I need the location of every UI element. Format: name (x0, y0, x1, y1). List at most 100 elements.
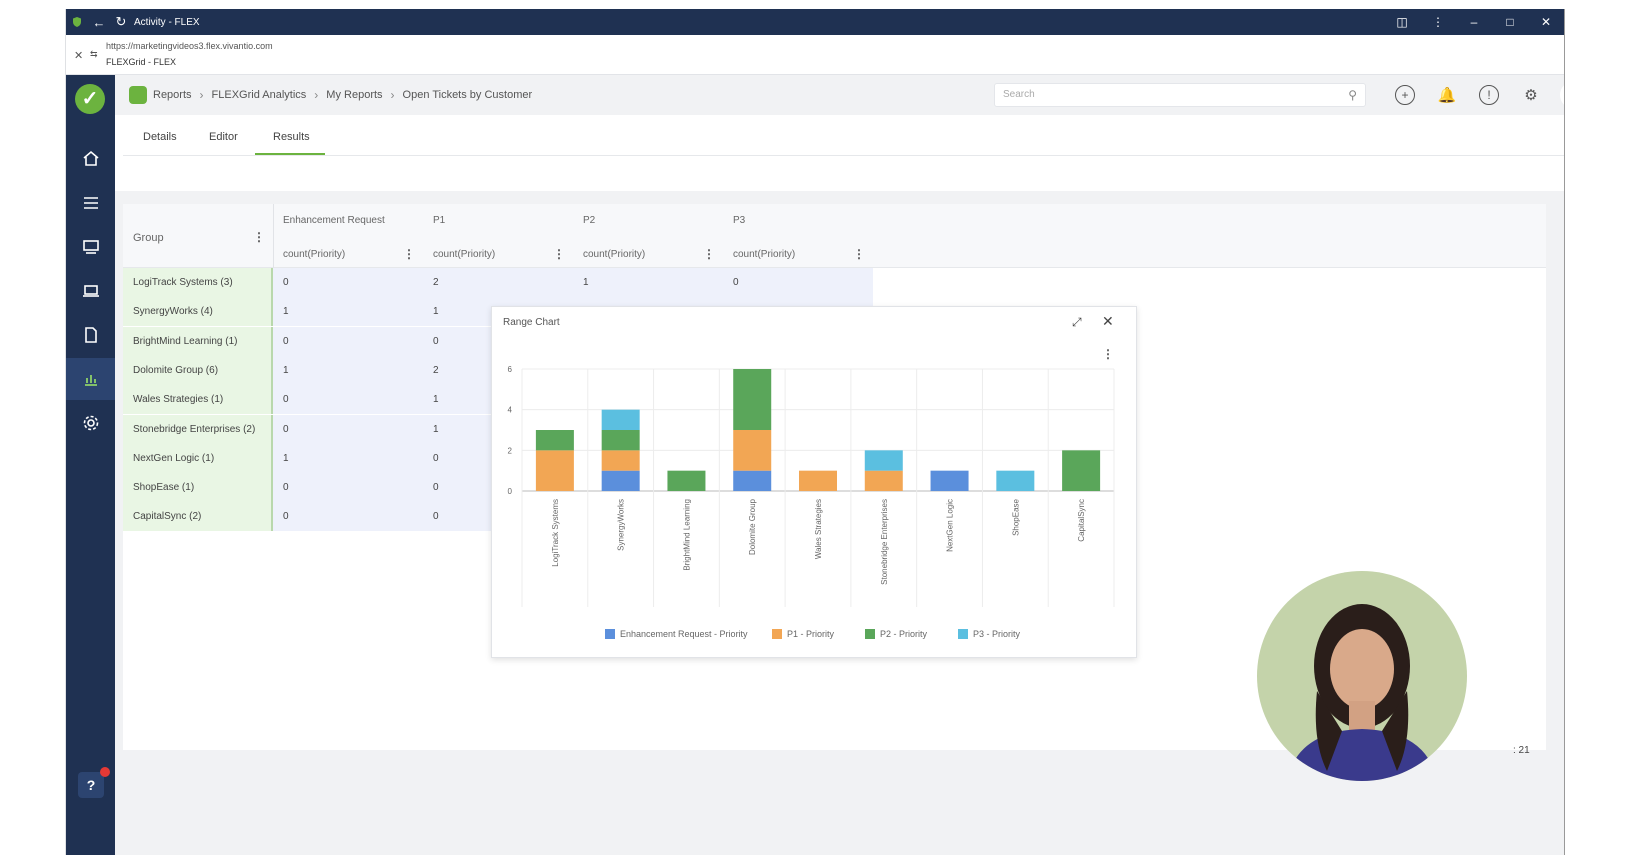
legend-label: Enhancement Request - Priority (620, 629, 748, 639)
presenter-figure (1287, 604, 1437, 781)
settings-icon[interactable] (66, 402, 115, 444)
close-window-button[interactable]: ✕ (1540, 15, 1552, 29)
legend-swatch (605, 629, 615, 639)
measure-header: count(Priority) (433, 249, 496, 260)
x-tick-label: Dolomite Group (748, 498, 757, 555)
search-placeholder: Search (1003, 89, 1035, 100)
bar-segment (733, 430, 772, 471)
column-menu-icon[interactable]: ⋮ (703, 247, 715, 261)
value-cell: 0 (733, 277, 739, 288)
close-icon[interactable]: ✕ (1102, 313, 1114, 329)
group-cell: LogiTrack Systems (3) (123, 268, 273, 297)
bar-segment (996, 470, 1035, 491)
bar-segment (601, 409, 640, 430)
vivantio-logo[interactable]: ✓ (75, 84, 105, 114)
reports-icon[interactable] (66, 358, 115, 400)
home-icon[interactable] (66, 138, 115, 180)
breadcrumb-my-reports[interactable]: My Reports (326, 89, 383, 101)
column-header: P2 (583, 215, 596, 226)
value-cell: 1 (283, 306, 289, 318)
x-tick-label: CapitalSync (1077, 499, 1086, 542)
column-header: P1 (433, 215, 446, 226)
popup-title: Range Chart (503, 317, 560, 328)
laptop-icon[interactable] (66, 270, 115, 312)
group-cell: NextGen Logic (1) (123, 443, 273, 473)
site-settings-icon[interactable]: ⇆ (90, 49, 98, 59)
sliders-icon[interactable]: ⚙ (1524, 87, 1538, 104)
measure-header: count(Priority) (283, 249, 346, 260)
alert-icon[interactable]: ! (1479, 85, 1499, 105)
value-cell: 1 (433, 423, 439, 435)
group-cell: Stonebridge Enterprises (2) (123, 414, 273, 444)
app-shield-icon (66, 9, 88, 35)
column-header: P3 (733, 215, 746, 226)
legend-label: P3 - Priority (973, 629, 1021, 639)
bell-icon[interactable]: 🔔 (1437, 87, 1457, 104)
range-chart-popup: Range Chart ⤢ ✕ ⋮ 0 2 4 6 LogiTrack Systems S… (491, 306, 1137, 658)
list-icon[interactable] (66, 182, 115, 224)
value-band (273, 268, 873, 297)
group-cell: BrightMind Learning (1) (123, 326, 273, 356)
bar-segment (864, 470, 903, 491)
legend-swatch (772, 629, 782, 639)
group-header: Group (133, 232, 164, 244)
tab-divider (123, 155, 1564, 156)
presenter-video (1257, 571, 1467, 781)
y-tick-label: 0 (508, 487, 513, 496)
column-menu-icon[interactable]: ⋮ (403, 247, 415, 261)
group-cell: ShopEase (1) (123, 473, 273, 503)
window-title: Activity - FLEX (134, 16, 200, 28)
notification-dot (100, 767, 110, 777)
url-text[interactable]: https://marketingvideos3.flex.vivantio.c… (106, 41, 273, 51)
dashboard-icon[interactable] (66, 226, 115, 268)
column-menu-icon[interactable]: ⋮ (553, 247, 565, 261)
y-tick-label: 4 (508, 406, 513, 415)
tab-editor[interactable]: Editor (209, 131, 238, 143)
group-cell: Dolomite Group (6) (123, 355, 273, 385)
bar-segment (733, 369, 772, 430)
breadcrumb-current-report: Open Tickets by Customer (402, 89, 533, 101)
chart-menu-icon[interactable]: ⋮ (1102, 347, 1114, 361)
bar-segment (601, 430, 640, 451)
value-cell: 1 (433, 394, 439, 406)
bar-segment (733, 470, 772, 491)
legend-label: P2 - Priority (880, 629, 928, 639)
x-tick-label: Wales Strategies (814, 499, 823, 559)
value-cell: 0 (433, 511, 439, 523)
stacked-bar-chart: 0 2 4 6 LogiTrack Systems SynergyWorks BrightM… (508, 365, 1115, 639)
document-icon[interactable] (66, 314, 115, 356)
avatar[interactable]: MF (1560, 81, 1564, 109)
y-tick-label: 2 (508, 446, 513, 455)
breadcrumb-flexgrid-analytics[interactable]: FLEXGrid Analytics (211, 89, 307, 101)
close-tab-icon[interactable]: ✕ (74, 50, 84, 62)
refresh-icon[interactable]: ↻ (115, 14, 127, 29)
tab-results[interactable]: Results (273, 131, 310, 143)
tab-details[interactable]: Details (143, 131, 177, 143)
search-input[interactable]: Search ⚲ (994, 83, 1366, 107)
group-cell: CapitalSync (2) (123, 502, 273, 532)
value-cell: 0 (433, 335, 439, 347)
bar-segment (601, 450, 640, 471)
bar-segment (601, 470, 640, 491)
expand-icon[interactable]: ⤢ (1072, 315, 1082, 329)
x-tick-label: NextGen Logic (946, 499, 955, 552)
measure-header: count(Priority) (583, 249, 646, 260)
breadcrumb-reports[interactable]: Reports (153, 89, 192, 101)
table-row[interactable]: LogiTrack Systems (3) 0 2 1 0 (123, 268, 873, 297)
minimize-button[interactable]: – (1470, 15, 1478, 29)
value-cell: 1 (433, 306, 439, 318)
maximize-button[interactable]: □ (1506, 15, 1514, 29)
help-button[interactable]: ? (78, 772, 104, 798)
column-menu-icon[interactable]: ⋮ (853, 247, 865, 261)
more-menu-icon[interactable]: ⋮ (1432, 15, 1444, 29)
add-icon[interactable]: + (1395, 85, 1415, 105)
y-tick-label: 6 (508, 365, 513, 374)
x-tick-label: LogiTrack Systems (551, 499, 560, 567)
back-arrow-icon[interactable]: ← (92, 14, 106, 30)
tab-bar: Details Editor Results (115, 115, 1564, 191)
extension-icon[interactable]: ◫ (1396, 15, 1408, 29)
legend-label: P1 - Priority (787, 629, 835, 639)
group-menu-icon[interactable]: ⋮ (253, 230, 265, 244)
search-icon[interactable]: ⚲ (1348, 88, 1357, 102)
title-bar: ← ↻ Activity - FLEX ◫ ⋮ – □ ✕ (66, 9, 1564, 35)
